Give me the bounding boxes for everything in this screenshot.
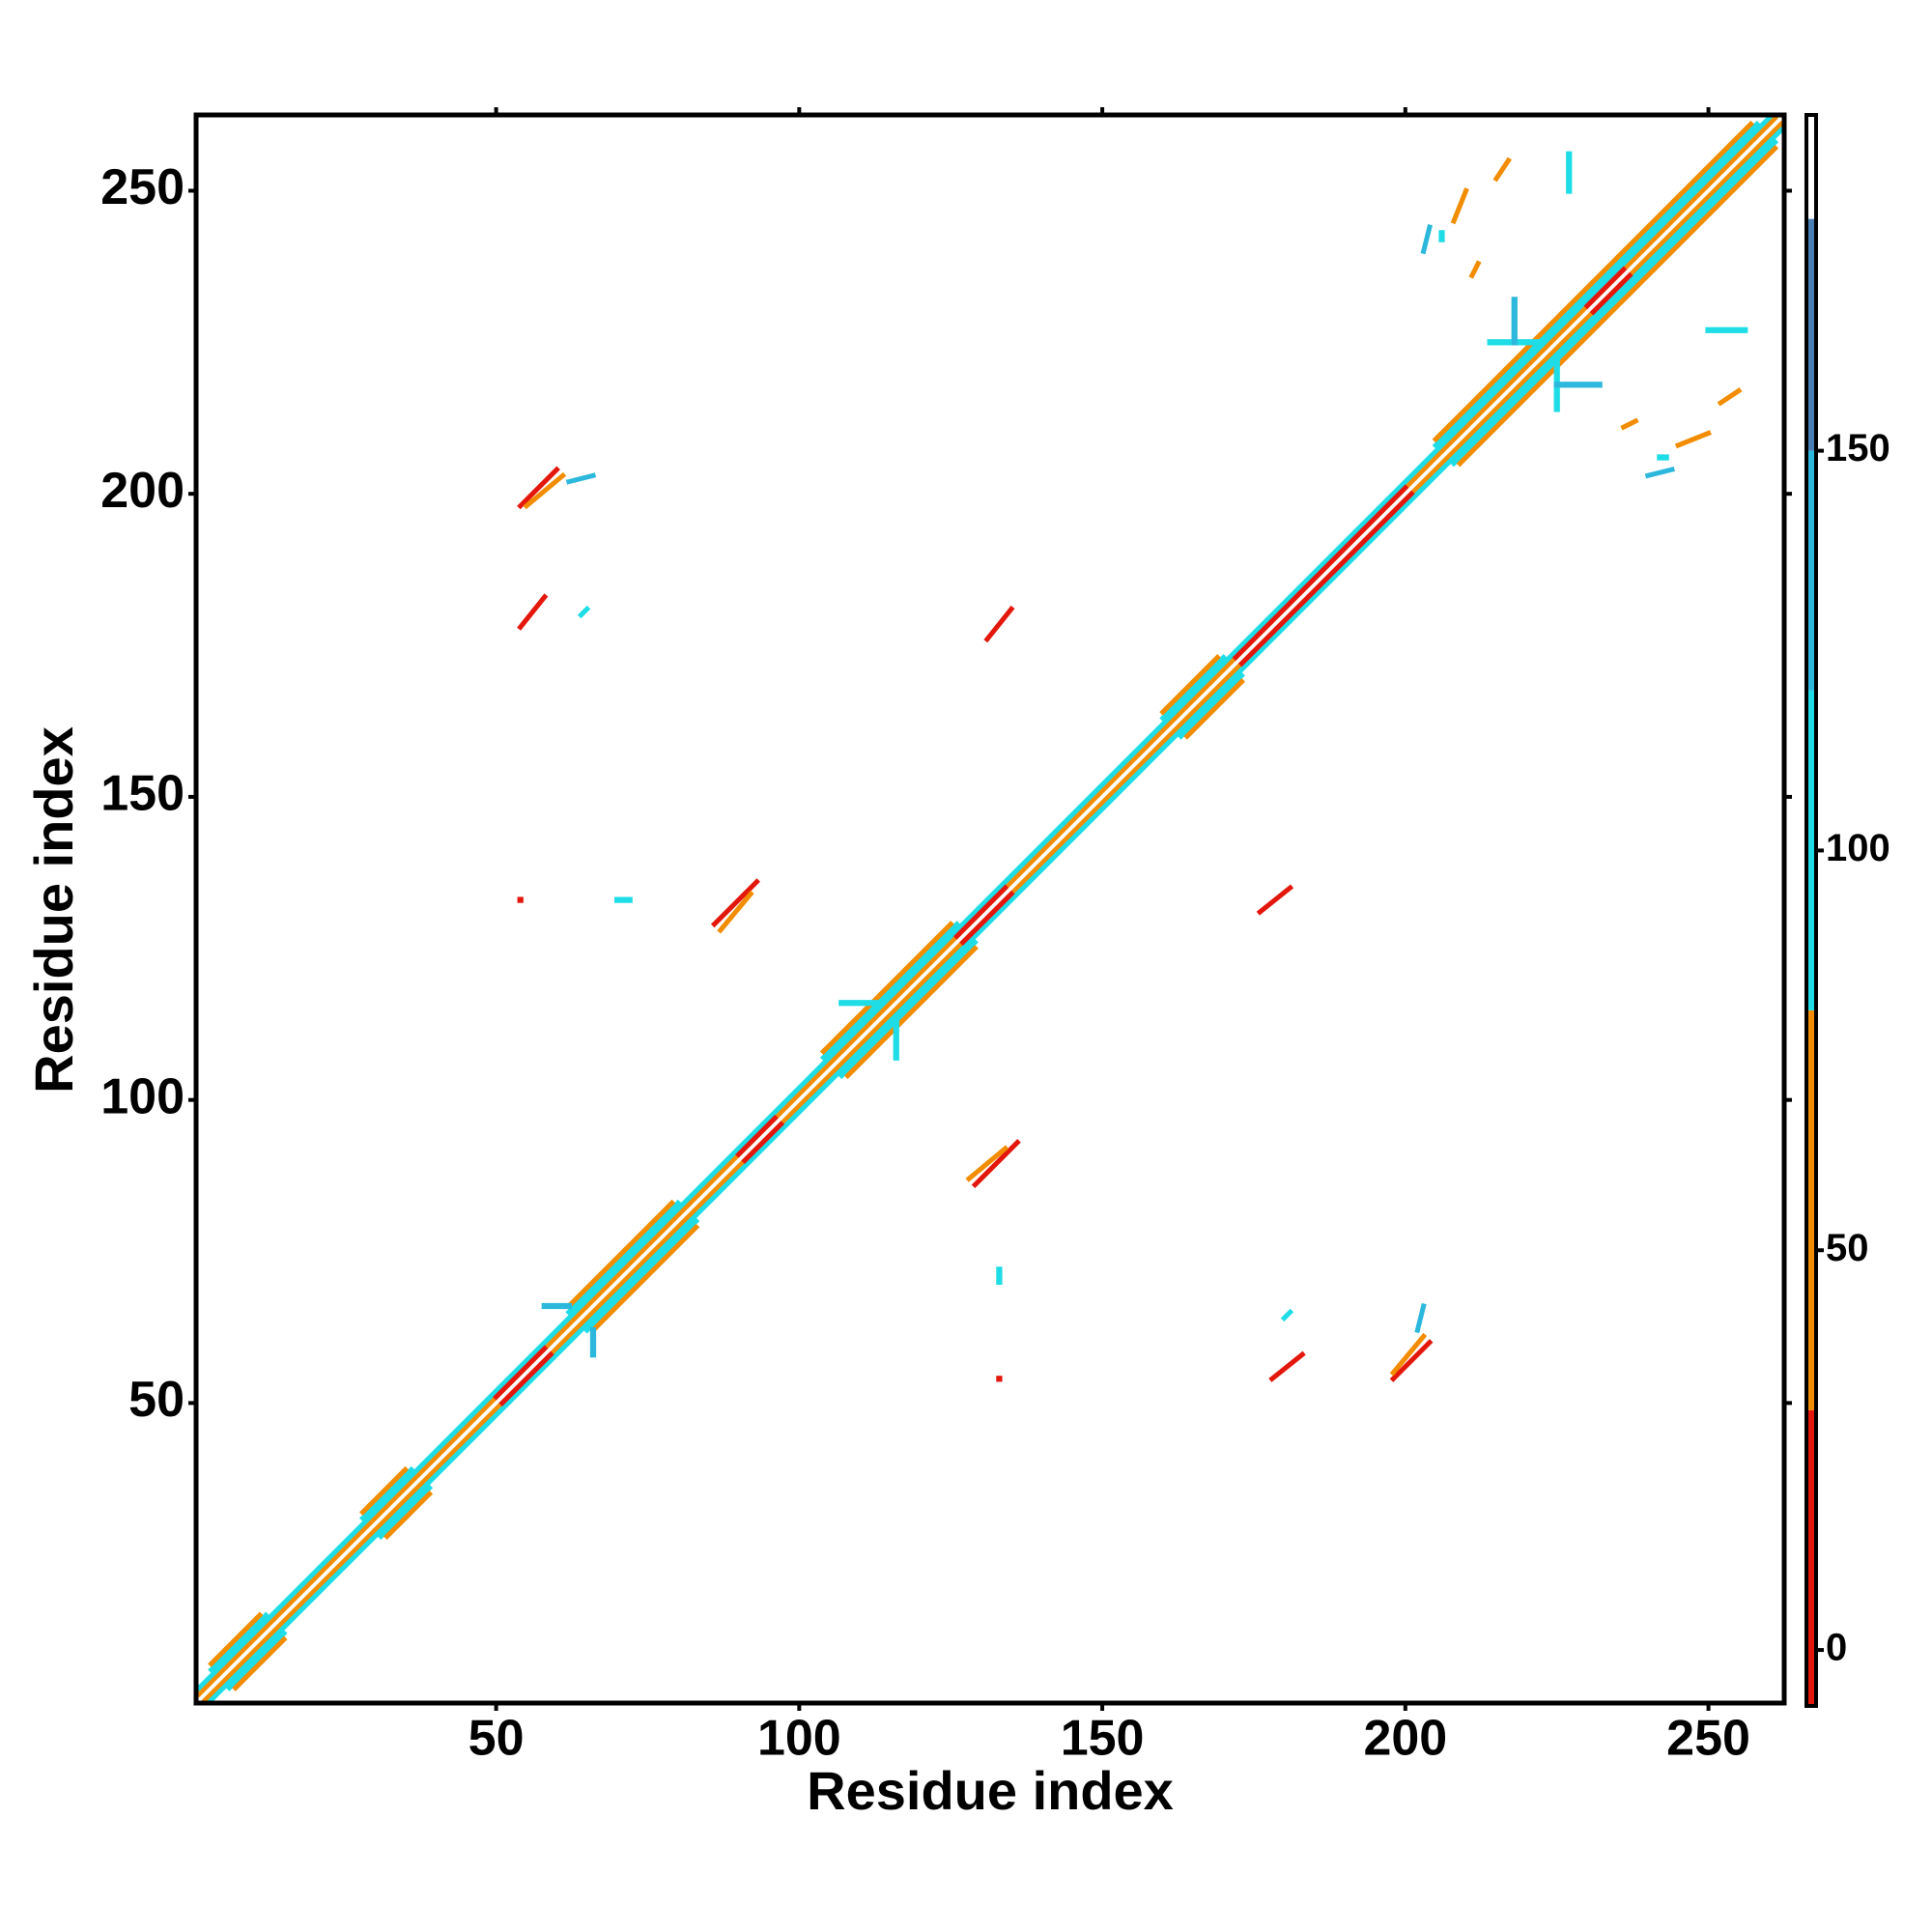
contact (741, 1121, 785, 1164)
contact (1492, 156, 1512, 183)
contact (1589, 271, 1634, 316)
contact (1717, 387, 1743, 407)
contact (1450, 187, 1469, 225)
contact (359, 1465, 415, 1522)
contact (583, 1217, 700, 1334)
contact (1280, 1308, 1294, 1322)
colorbar-band (1806, 1409, 1816, 1706)
contact (1256, 884, 1294, 916)
colorbar-frame (1804, 113, 1818, 1708)
colorbar-tick-label: 0 (1826, 1627, 1847, 1669)
y-tick-label: 150 (100, 766, 185, 822)
contact (843, 945, 979, 1080)
contact (983, 605, 1015, 643)
contact (1432, 120, 1761, 449)
colorbar-tick-label: 150 (1826, 427, 1890, 469)
contact (965, 1145, 1009, 1182)
x-tick-label: 250 (1666, 1711, 1750, 1767)
contact (565, 1199, 676, 1310)
contact (517, 466, 560, 510)
colorbar-band (1806, 1009, 1816, 1410)
contact (208, 127, 1785, 1704)
contact (1583, 266, 1628, 310)
contact (1237, 490, 1415, 668)
contact (565, 472, 597, 485)
contact (1432, 120, 1755, 443)
contact (735, 1114, 779, 1158)
x-tick-label: 200 (1363, 1711, 1447, 1767)
contact (717, 890, 754, 934)
colorbar-band (1806, 450, 1816, 691)
contact (208, 1611, 270, 1674)
contact-cells (195, 114, 1785, 1704)
axes: 50 100 150 200 250 50 100 150 200 250 0 50 100 150 (100, 107, 1890, 1767)
x-tick-label: 150 (1061, 1711, 1145, 1767)
contact (1644, 467, 1675, 479)
contact (819, 921, 961, 1062)
y-tick-label: 100 (100, 1068, 185, 1124)
contact (710, 878, 760, 928)
contact (493, 1345, 549, 1401)
contact (195, 114, 1773, 1691)
contact (232, 1635, 288, 1691)
contact (819, 921, 954, 1056)
y-tick-label: 200 (100, 463, 185, 519)
contact (1159, 654, 1221, 716)
contact (959, 890, 1015, 947)
colorbar-tick-label: 50 (1826, 1227, 1869, 1269)
y-tick-label: 250 (100, 159, 185, 215)
x-tick-label: 50 (469, 1711, 525, 1767)
contact (208, 1611, 264, 1667)
contact (1268, 1350, 1306, 1382)
contact (1674, 430, 1712, 449)
contact (971, 1139, 1021, 1189)
y-axis-title: Residue index (23, 726, 84, 1094)
contact (1178, 671, 1245, 740)
contact (565, 1199, 682, 1316)
contact (359, 1465, 410, 1516)
y-tick-label: 50 (128, 1372, 185, 1428)
colorbar-band (1806, 218, 1816, 451)
contact (1450, 138, 1779, 468)
contact (1420, 224, 1433, 255)
contact (577, 605, 591, 619)
colorbar-band (1806, 115, 1816, 219)
contact (523, 471, 567, 510)
contact (1232, 484, 1409, 662)
contact (1389, 1339, 1434, 1382)
contact (1159, 654, 1228, 722)
contact (225, 1630, 288, 1691)
plot-frame (193, 112, 1787, 1706)
contact (377, 1484, 434, 1540)
contact (1183, 678, 1245, 740)
contact (838, 938, 979, 1080)
x-axis-title: Residue index (807, 1760, 1174, 1821)
contact (384, 1490, 434, 1540)
x-tick-label: 100 (757, 1711, 841, 1767)
colorbar-tick-label: 100 (1826, 827, 1890, 869)
contact (1456, 144, 1779, 468)
contact (952, 884, 1009, 940)
contact (517, 593, 549, 631)
contact (1414, 1302, 1427, 1334)
colorbar-band (1806, 690, 1816, 1010)
contact (1620, 417, 1639, 431)
contact (498, 1350, 554, 1406)
contact (1468, 260, 1482, 279)
contact (589, 1223, 700, 1334)
contact (1389, 1332, 1428, 1377)
